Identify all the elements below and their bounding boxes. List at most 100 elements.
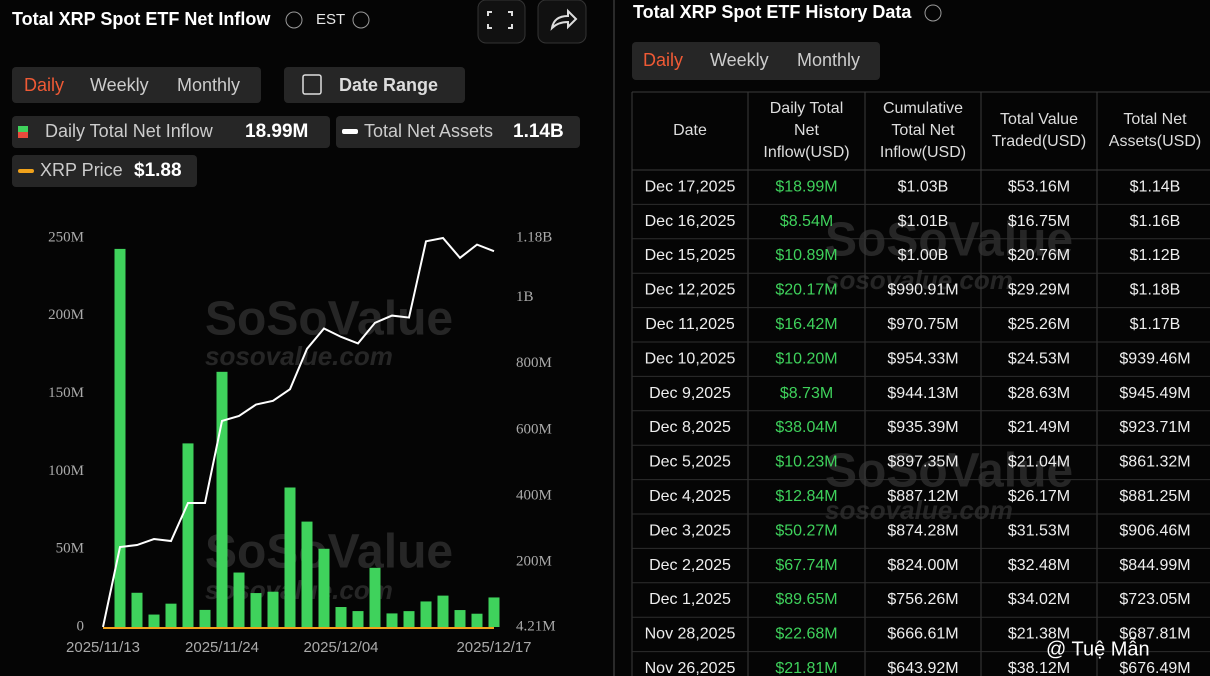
- column-header: Cumulative: [883, 100, 963, 117]
- tab-weekly[interactable]: Weekly: [90, 75, 149, 95]
- table-cell: Dec 3,2025: [649, 522, 731, 539]
- table-cell: $1.01B: [898, 213, 949, 230]
- bar: [250, 593, 262, 627]
- table-cell: $28.63M: [1008, 385, 1070, 402]
- table-cell: $861.32M: [1119, 454, 1190, 471]
- table-cell: $31.53M: [1008, 522, 1070, 539]
- legend-label: Total Net Assets: [364, 121, 493, 141]
- plot: 0 50M 100M 150M 200M 250M 4.21M 200M 400M 600M 800…: [48, 229, 555, 656]
- bar: [199, 609, 211, 627]
- watermark-url: sosovalue.com: [205, 575, 393, 605]
- table-cell: $1.03B: [898, 178, 949, 195]
- y-tick-label: 250M: [48, 229, 84, 245]
- y2-tick-label: 400M: [516, 487, 552, 503]
- watermark: SoSoValue: [825, 214, 1073, 267]
- watermark-url: sosovalue.com: [825, 265, 1013, 295]
- y2-tick-label: 800M: [516, 355, 552, 371]
- legend-label: XRP Price: [40, 160, 123, 180]
- table-cell: $25.26M: [1008, 316, 1070, 333]
- table-cell: $16.42M: [775, 316, 837, 333]
- tab-daily[interactable]: Daily: [643, 50, 683, 70]
- bar: [148, 614, 160, 627]
- y-tick-label: 50M: [56, 541, 84, 557]
- table-cell: $89.65M: [775, 591, 837, 608]
- table-cell: $38.12M: [1008, 660, 1070, 676]
- bar: [131, 592, 143, 627]
- table-cell: $881.25M: [1119, 488, 1190, 505]
- column-header: Traded(USD): [992, 133, 1087, 150]
- table-cell: $18.99M: [775, 178, 837, 195]
- bar: [488, 597, 500, 627]
- table-cell: $824.00M: [887, 557, 958, 574]
- table-cell: $1.14B: [1130, 178, 1181, 195]
- table-cell: $21.38M: [1008, 626, 1070, 643]
- table-cell: $687.81M: [1119, 626, 1190, 643]
- watermark-url: sosovalue.com: [825, 495, 1013, 525]
- legend-value: 18.99M: [245, 121, 308, 142]
- bar: [454, 610, 466, 627]
- legend-swatch: [18, 132, 28, 138]
- legend-box[interactable]: [12, 116, 330, 148]
- table-cell: $21.81M: [775, 660, 837, 676]
- legend-box[interactable]: [336, 116, 580, 148]
- x-tick-label: 2025/11/13: [66, 639, 140, 656]
- y-tick-label: 200M: [48, 307, 84, 323]
- bar: [284, 487, 296, 627]
- y-tick-label: 150M: [48, 385, 84, 401]
- table-cell: $26.17M: [1008, 488, 1070, 505]
- share-icon: [550, 8, 578, 31]
- x-tick-label: 2025/11/24: [185, 639, 259, 656]
- table-cell: $1.00B: [898, 247, 949, 264]
- y2-tick-label: 200M: [516, 554, 552, 570]
- legend-label: Daily Total Net Inflow: [45, 121, 214, 141]
- table-cell: $887.12M: [887, 488, 958, 505]
- table-cell: $939.46M: [1119, 350, 1190, 367]
- tab-weekly[interactable]: Weekly: [710, 50, 769, 70]
- column-header: Net: [794, 122, 819, 139]
- tab-monthly[interactable]: Monthly: [177, 75, 240, 95]
- bar: [437, 595, 449, 627]
- info-icon[interactable]: [285, 11, 303, 29]
- date-range-button[interactable]: [284, 67, 465, 103]
- tab-monthly[interactable]: Monthly: [797, 50, 860, 70]
- table-cell: $8.73M: [780, 385, 833, 402]
- table-cell: Dec 2,2025: [649, 557, 731, 574]
- y2-tick-label: 1.18B: [516, 229, 552, 245]
- fullscreen-icon: [487, 11, 513, 29]
- table-cell: $897.35M: [887, 454, 958, 471]
- watermark: SoSoValue: [205, 293, 453, 346]
- bar: [114, 248, 126, 627]
- table-cell: $22.68M: [775, 626, 837, 643]
- bar: [420, 601, 432, 627]
- table-cell: $1.18B: [1130, 282, 1181, 299]
- info-icon[interactable]: [352, 11, 370, 29]
- bar: [301, 521, 313, 627]
- table-cell: $990.91M: [887, 282, 958, 299]
- table-cell: $16.75M: [1008, 213, 1070, 230]
- table-cell: $53.16M: [1008, 178, 1070, 195]
- legend-box[interactable]: [12, 155, 197, 187]
- share-button[interactable]: [537, 0, 587, 44]
- table-cell: $10.89M: [775, 247, 837, 264]
- table-cell: $10.23M: [775, 454, 837, 471]
- table-cell: $874.28M: [887, 522, 958, 539]
- table-cell: $50.27M: [775, 522, 837, 539]
- bar: [182, 443, 194, 627]
- table-cell: Dec 8,2025: [649, 419, 731, 436]
- table-cell: $21.49M: [1008, 419, 1070, 436]
- fullscreen-button[interactable]: [477, 0, 526, 44]
- bar: [352, 611, 364, 627]
- info-icon[interactable]: [924, 4, 942, 22]
- table-cell: Nov 26,2025: [645, 660, 736, 676]
- legend-swatch: [18, 169, 34, 173]
- table-cell: $944.13M: [887, 385, 958, 402]
- table-cell: $32.48M: [1008, 557, 1070, 574]
- table-cell: $1.12B: [1130, 247, 1181, 264]
- table-cell: $945.49M: [1119, 385, 1190, 402]
- column-header: Inflow(USD): [763, 144, 849, 161]
- legend-value: $1.88: [134, 160, 182, 181]
- tab-daily[interactable]: Daily: [24, 75, 64, 95]
- table-cell: $666.61M: [887, 626, 958, 643]
